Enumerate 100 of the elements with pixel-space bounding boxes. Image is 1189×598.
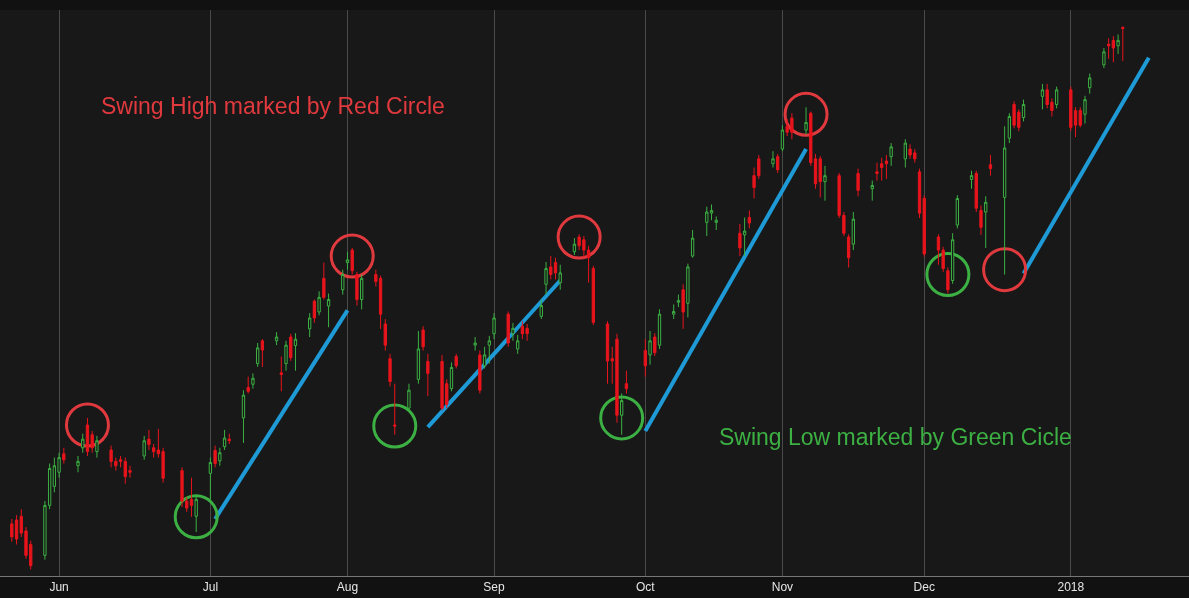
candlestick [511,322,515,342]
point [982,247,1028,293]
candlestick [988,154,993,177]
candlestick [544,261,548,296]
point [173,494,219,540]
candlestick [293,332,298,372]
candlestick [1002,125,1007,276]
candlestick [227,433,231,445]
candlestick [241,389,246,444]
candlestick [1007,112,1012,144]
candlestick [308,312,312,338]
candlestick [553,257,558,280]
candlestick [326,293,331,328]
candlestick [142,435,146,461]
candlestick [251,372,255,390]
candlestick [1116,33,1120,55]
candlestick [62,447,66,465]
candlestick [780,124,785,152]
candlestick [95,435,99,459]
candlestick [284,340,288,372]
x-tick-label: Dec [913,580,935,595]
candlestick [85,417,90,457]
candlestick [771,150,775,169]
candlestick [856,168,860,197]
candlestick [1088,73,1092,95]
candlestick [979,205,983,236]
candlestick [473,336,477,352]
point [783,91,829,137]
x-tick-label: Jun [49,580,69,595]
candlestick [539,299,543,320]
candlestick [884,154,889,180]
point [925,252,971,298]
annotation: Swing Low marked by Green Cicle [719,424,1072,450]
point [556,214,602,260]
x-tick-label: 2018 [1057,580,1085,595]
point [599,395,645,441]
candlestick [946,266,950,295]
candlestick [558,264,562,291]
candlestick [591,265,595,326]
candlestick [643,338,647,378]
candlestick [147,429,151,451]
candlestick [823,165,827,202]
candlestick [1106,37,1111,60]
candlestick [421,325,425,352]
candlestick [572,237,577,256]
candlestick [672,303,676,320]
candlestick [482,346,487,369]
candlestick [189,477,194,518]
candlestick [322,262,326,301]
candlestick [487,335,491,365]
candlestick [345,251,350,271]
candlestick [969,170,974,190]
candlestick [742,217,747,257]
candlestick [1021,99,1026,122]
candlestick [506,310,510,348]
candlestick [260,338,265,368]
candlestick [851,211,855,251]
candlestick [393,383,397,436]
candlestick [738,223,742,257]
candlestick [360,274,364,310]
x-tick-label: Oct [635,580,656,595]
point [64,402,110,448]
candlestick [889,142,893,167]
candlestick [549,255,553,280]
candlestick [714,215,718,231]
candlestick [383,318,387,352]
candlestick [256,342,260,368]
candlestick [355,271,359,306]
candlestick [624,370,629,394]
candlestick [1040,83,1045,110]
candlestick [605,320,610,385]
candlestick [317,290,321,316]
candlestick [690,229,695,259]
candlestick [776,153,780,174]
candlestick [804,106,808,135]
candlestick [52,457,57,493]
candlestick [846,233,851,268]
x-tick-label: Nov [771,580,794,595]
candlestick [880,157,884,182]
candlestick [974,170,978,213]
candlestick [520,320,525,340]
candlestick [218,447,222,467]
candlestick [747,209,751,229]
candlestick [341,269,345,296]
x-tick-label: Aug [336,580,359,595]
candlestick [1111,35,1116,63]
candlestick [478,350,482,394]
candlestick [1054,86,1059,109]
candlestick [653,332,657,357]
candlestick [312,299,317,324]
candlestick [222,429,227,451]
candlestick [818,155,822,198]
candlestick [246,376,250,394]
candlestick [279,356,283,392]
candlestick [870,180,874,202]
candlestick [449,362,454,392]
candlestick [984,195,988,249]
candlestick [955,194,959,229]
candlestick [388,353,392,387]
x-tick-label: Jul [202,580,219,595]
